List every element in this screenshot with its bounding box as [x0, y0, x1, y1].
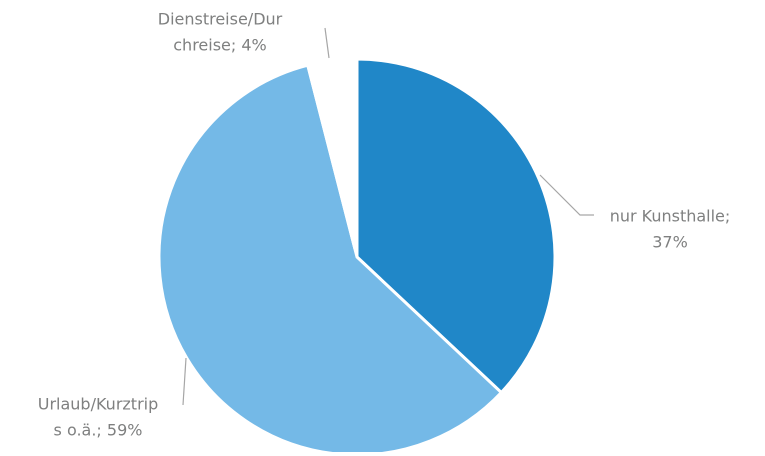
data-label: nur Kunsthalle; — [610, 207, 731, 226]
data-label: Dienstreise/Dur — [158, 10, 283, 29]
data-label: Urlaub/Kurztrip — [38, 395, 159, 414]
leader-line — [324, 27, 330, 59]
data-label: chreise; 4% — [173, 36, 267, 55]
data-label: s o.ä.; 59% — [54, 421, 143, 440]
data-label: 37% — [652, 233, 688, 252]
leader-line — [182, 357, 187, 406]
leader-line — [539, 174, 594, 216]
pie-slice — [157, 63, 504, 456]
pie-slice — [355, 57, 557, 395]
pie-slice — [303, 49, 357, 250]
